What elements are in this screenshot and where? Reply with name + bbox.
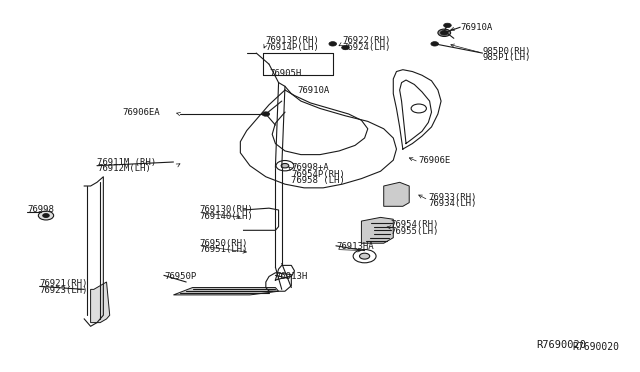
Text: 76905H: 76905H (269, 69, 301, 78)
Text: 76913H: 76913H (275, 272, 308, 281)
Text: 76951(LH): 76951(LH) (199, 246, 247, 254)
Text: 76913HA: 76913HA (336, 243, 374, 251)
Text: 76955(LH): 76955(LH) (390, 227, 438, 236)
Circle shape (438, 29, 451, 36)
Text: 76914P(LH): 76914P(LH) (266, 43, 319, 52)
Text: 76998: 76998 (27, 205, 54, 215)
Text: R7690020: R7690020 (537, 340, 587, 350)
Text: 76954P(RH): 76954P(RH) (291, 170, 345, 179)
Text: 76998+A: 76998+A (291, 163, 329, 172)
Polygon shape (91, 282, 109, 323)
Text: 76910A: 76910A (460, 23, 492, 32)
Circle shape (262, 112, 269, 116)
Text: 76950P: 76950P (164, 272, 196, 281)
Text: 76958 (LH): 76958 (LH) (291, 176, 345, 185)
Text: 76913P(RH): 76913P(RH) (266, 36, 319, 45)
Text: 76906EA: 76906EA (122, 108, 160, 117)
Circle shape (444, 23, 451, 28)
Circle shape (440, 31, 448, 35)
Circle shape (38, 211, 54, 220)
Polygon shape (362, 217, 394, 243)
Text: 76923(LH): 76923(LH) (40, 286, 88, 295)
Polygon shape (384, 182, 409, 206)
Text: 985P1(LH): 985P1(LH) (483, 53, 531, 62)
Text: 985P0(RH): 985P0(RH) (483, 47, 531, 56)
Text: 76910A: 76910A (298, 86, 330, 94)
Text: 76912M(LH): 76912M(LH) (97, 164, 151, 173)
Text: R7690020: R7690020 (573, 342, 620, 352)
Text: 76922(RH): 76922(RH) (342, 36, 390, 45)
Circle shape (329, 42, 337, 46)
Circle shape (360, 253, 370, 259)
Circle shape (43, 214, 49, 217)
Text: 76950(RH): 76950(RH) (199, 239, 247, 248)
Circle shape (281, 163, 289, 168)
Text: 76934(LH): 76934(LH) (428, 199, 477, 208)
Text: 769140(LH): 769140(LH) (199, 212, 253, 221)
Text: 76924(LH): 76924(LH) (342, 43, 390, 52)
Circle shape (342, 45, 349, 50)
Circle shape (431, 42, 438, 46)
Text: 76921(RH): 76921(RH) (40, 279, 88, 288)
Text: 76906E: 76906E (419, 155, 451, 165)
Text: 76911M (RH): 76911M (RH) (97, 157, 156, 167)
Text: 76954(RH): 76954(RH) (390, 220, 438, 229)
Text: 769130(RH): 769130(RH) (199, 205, 253, 215)
Polygon shape (173, 288, 278, 295)
Text: 76933(RH): 76933(RH) (428, 193, 477, 202)
